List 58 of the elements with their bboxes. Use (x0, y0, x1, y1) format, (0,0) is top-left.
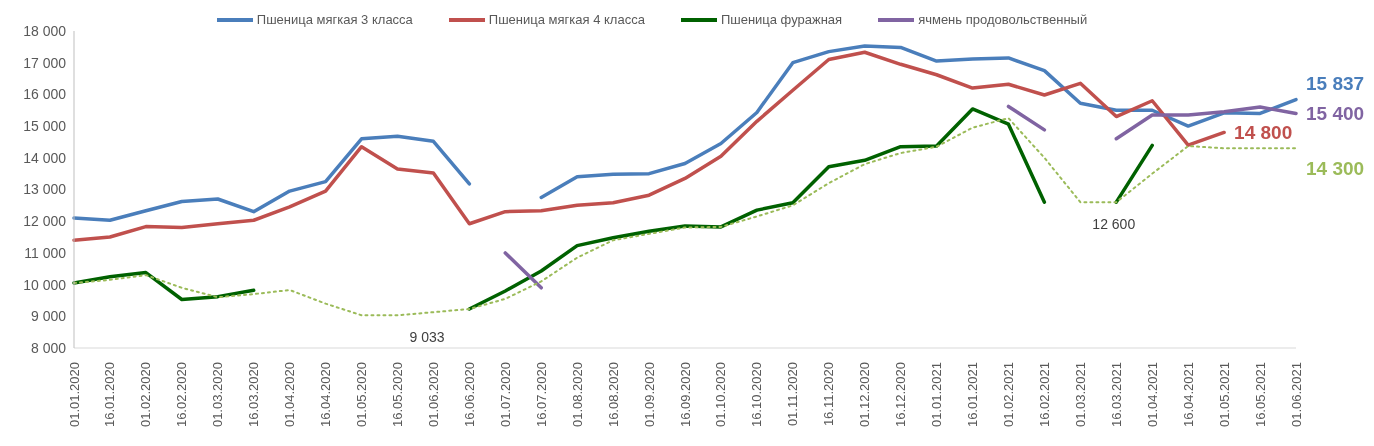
x-tick-label: 16.04.2021 (1180, 362, 1196, 428)
x-tick-label: 01.06.2021 (1288, 362, 1304, 428)
x-tick-label: 01.04.2021 (1144, 362, 1160, 428)
x-tick-label: 16.10.2020 (749, 362, 765, 428)
y-tick-label: 18 000 (23, 22, 67, 39)
x-tick-label: 01.03.2021 (1072, 362, 1088, 428)
y-tick-label: 16 000 (23, 86, 67, 103)
line-series (72, 50, 1226, 242)
x-tick-label: 01.05.2021 (1216, 362, 1232, 428)
y-tick-label: 13 000 (23, 181, 67, 198)
x-tick-label: 16.02.2021 (1036, 362, 1052, 428)
x-tick-label: 16.06.2020 (461, 362, 477, 428)
x-tick-label: 01.05.2020 (354, 362, 370, 428)
x-tick-label: 16.01.2021 (965, 362, 981, 428)
x-tick-label: 16.02.2020 (174, 362, 190, 428)
y-tick-label: 15 000 (23, 118, 67, 135)
x-tick-label: 16.12.2020 (893, 362, 909, 428)
data-label: 12 600 (1092, 216, 1136, 233)
x-tick-label: 01.12.2020 (857, 362, 873, 428)
x-tick-label: 16.07.2020 (533, 362, 549, 428)
x-tick-label: 01.01.2021 (929, 362, 945, 428)
x-tick-label: 01.02.2021 (1000, 362, 1016, 428)
x-tick-label: 16.03.2021 (1108, 362, 1124, 428)
y-tick-label: 12 000 (23, 213, 67, 230)
x-tick-label: 01.11.2020 (785, 362, 801, 427)
x-tick-label: 16.05.2020 (389, 362, 405, 428)
x-tick-label: 01.08.2020 (569, 362, 585, 428)
x-tick-label: 16.09.2020 (677, 362, 693, 428)
y-tick-label: 9 000 (30, 308, 67, 325)
legend-label: ячмень продовольственный (918, 12, 1088, 27)
data-label: 15 837 (1306, 73, 1365, 95)
legend-label: Пшеница фуражная (720, 12, 843, 27)
y-tick-label: 14 000 (23, 149, 67, 166)
data-label: 14 300 (1306, 157, 1365, 179)
x-tick-label: 16.08.2020 (605, 362, 621, 428)
data-label: 14 800 (1234, 121, 1293, 143)
x-tick-label: 01.02.2020 (138, 362, 154, 428)
x-tick-label: 16.05.2021 (1252, 362, 1268, 428)
x-tick-label: 16.11.2020 (821, 362, 837, 427)
line-series (73, 117, 1297, 317)
y-tick-label: 17 000 (23, 54, 67, 71)
x-tick-label: 01.07.2020 (497, 362, 513, 428)
x-tick-label: 01.01.2020 (66, 362, 82, 428)
y-tick-label: 10 000 (23, 276, 67, 293)
x-tick-label: 01.03.2020 (210, 362, 226, 428)
legend-label: Пшеница мягкая 3 класса (256, 12, 413, 27)
legend-label: Пшеница мягкая 4 класса (488, 12, 645, 27)
x-tick-label: 16.03.2020 (246, 362, 262, 428)
x-tick-label: 16.04.2020 (318, 362, 334, 428)
data-label: 9 033 (409, 329, 445, 346)
x-tick-label: 01.04.2020 (282, 362, 298, 428)
x-tick-label: 16.01.2020 (102, 362, 118, 428)
x-tick-label: 01.10.2020 (713, 362, 729, 428)
data-label: 15 400 (1306, 102, 1365, 124)
y-tick-label: 8 000 (30, 339, 67, 356)
x-tick-label: 01.09.2020 (641, 362, 657, 428)
y-tick-label: 11 000 (24, 244, 67, 261)
x-tick-label: 01.06.2020 (425, 362, 441, 428)
